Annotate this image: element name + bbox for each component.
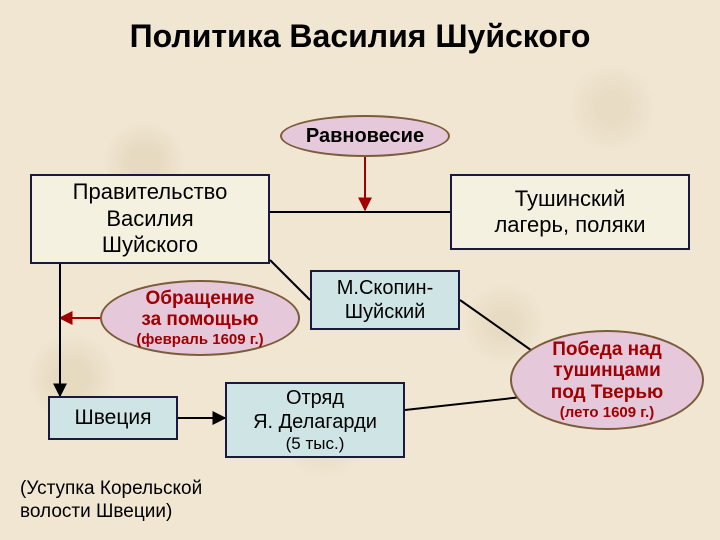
sweden-node: Швеция [48,396,178,440]
skopin-line1: М.Скопин- [337,276,433,300]
tushino-line1: Тушинский [515,186,626,212]
appeal-line2: за помощью [141,309,258,331]
cession-line2: волости Швеции) [20,501,172,522]
page-title: Политика Василия Шуйского [0,18,720,55]
delagardi-line3: (5 тыс.) [286,434,345,454]
victory-line2: тушинцами [553,360,661,382]
tushino-line2: лагерь, поляки [494,212,645,238]
government-line3: Шуйского [102,232,198,258]
victory-line4: (лето 1609 г.) [560,404,654,421]
appeal-node: Обращение за помощью (февраль 1609 г.) [100,280,300,356]
delagardi-node: Отряд Я. Делагарди (5 тыс.) [225,382,405,458]
delagardi-line1: Отряд [286,386,344,410]
tushino-node: Тушинский лагерь, поляки [450,174,690,250]
delagardi-line2: Я. Делагарди [253,410,377,434]
skopin-line2: Шуйский [345,300,426,324]
government-line1: Правительство [73,179,228,205]
government-node: Правительство Василия Шуйского [30,174,270,264]
cession-note: (Уступка Корельской волости Швеции) [20,478,280,524]
appeal-line3: (февраль 1609 г.) [136,331,263,348]
victory-line3: под Тверью [551,382,664,404]
equilibrium-node: Равновесие [280,115,450,157]
cession-line1: (Уступка Корельской [20,478,202,499]
victory-node: Победа над тушинцами под Тверью (лето 16… [510,330,704,430]
appeal-line1: Обращение [145,288,254,310]
skopin-node: М.Скопин- Шуйский [310,270,460,330]
victory-line1: Победа над [552,339,662,361]
government-line2: Василия [106,206,193,232]
sweden-label: Швеция [75,405,152,430]
equilibrium-label: Равновесие [306,125,424,148]
